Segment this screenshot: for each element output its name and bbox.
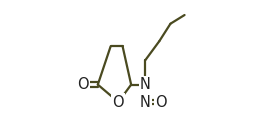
Text: O: O [112, 94, 124, 109]
Text: N: N [140, 77, 151, 92]
Text: O: O [77, 77, 89, 92]
Text: N: N [140, 94, 151, 109]
Text: O: O [155, 94, 167, 109]
